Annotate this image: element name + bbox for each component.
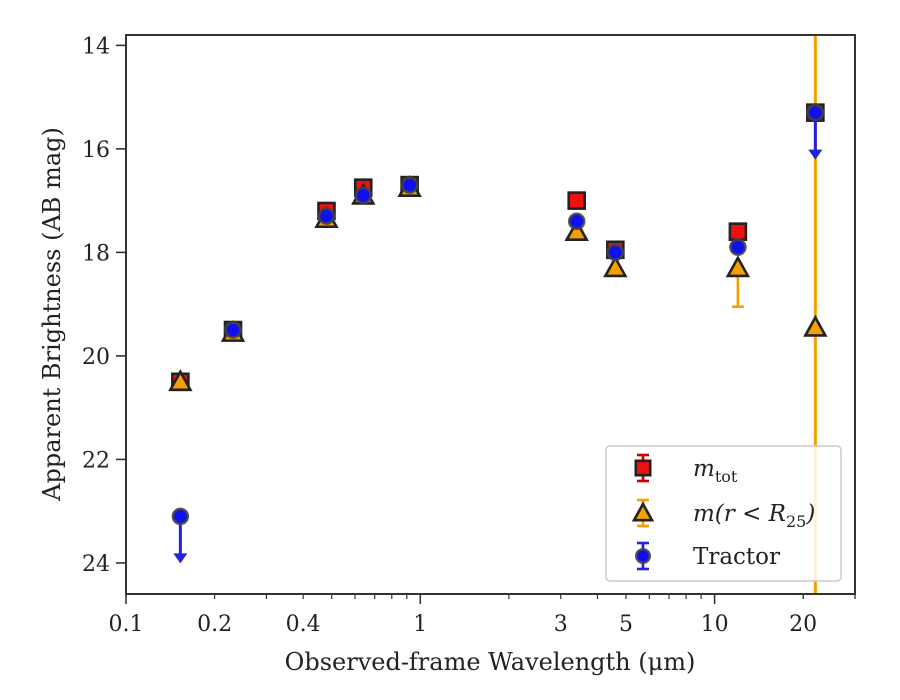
data-point-circle [317, 207, 336, 225]
legend-marker-circle [634, 547, 652, 565]
data-point-triangle [564, 219, 589, 241]
data-point-circle [806, 103, 825, 122]
x-tick-label: 0.4 [286, 612, 321, 637]
legend-marker-square [634, 459, 652, 477]
x-tick-label: 20 [789, 612, 817, 637]
x-tick-label: 1 [413, 612, 427, 637]
x-tick-label: 10 [701, 612, 729, 637]
x-tick-label: 0.2 [197, 612, 232, 637]
data-point-circle [606, 243, 625, 262]
data-point-triangle [603, 255, 628, 278]
legend-box [605, 445, 842, 582]
plot-area [168, 35, 828, 594]
data-point-triangle [803, 314, 828, 337]
upper-limit-arrowhead [808, 149, 823, 160]
x-axis: 0.1 0.2 0.4 1 3 5 10 20 [109, 594, 856, 637]
data-point-circle [354, 186, 373, 205]
y-tick-label: 14 [82, 34, 110, 59]
data-point-circle [224, 321, 242, 339]
data-point-square [728, 222, 748, 241]
legend-label: Tractor [693, 544, 780, 570]
legend: mtot m(r < R25) Tractor [605, 445, 842, 582]
x-tick-label: 0.1 [109, 612, 144, 637]
x-tick-label: 5 [619, 612, 633, 637]
legend-label: m(r < R25) [693, 501, 815, 531]
y-tick-label: 22 [82, 448, 110, 473]
data-point-square [567, 191, 587, 210]
y-axis-label: Apparent Brightness (AB mag) [38, 127, 66, 502]
y-tick-label: 18 [82, 241, 110, 266]
legend-marker-triangle [631, 501, 655, 522]
x-axis-label: Observed-frame Wavelength (μm) [285, 648, 696, 676]
data-point-circle [171, 507, 190, 526]
data-point-triangle [725, 255, 751, 278]
data-point-triangle [168, 369, 193, 392]
y-tick-label: 20 [82, 345, 110, 370]
y-tick-label: 16 [82, 138, 110, 163]
y-axis: 14 16 18 20 22 24 [82, 34, 126, 577]
plot-frame [125, 34, 856, 595]
legend-label: mtot [693, 456, 738, 486]
data-point-circle [729, 238, 747, 257]
data-point-circle [400, 176, 419, 194]
upper-limit-arrowhead [173, 553, 188, 564]
x-tick-label: 3 [554, 612, 568, 637]
data-point-circle [567, 212, 586, 231]
y-tick-label: 24 [82, 552, 110, 577]
